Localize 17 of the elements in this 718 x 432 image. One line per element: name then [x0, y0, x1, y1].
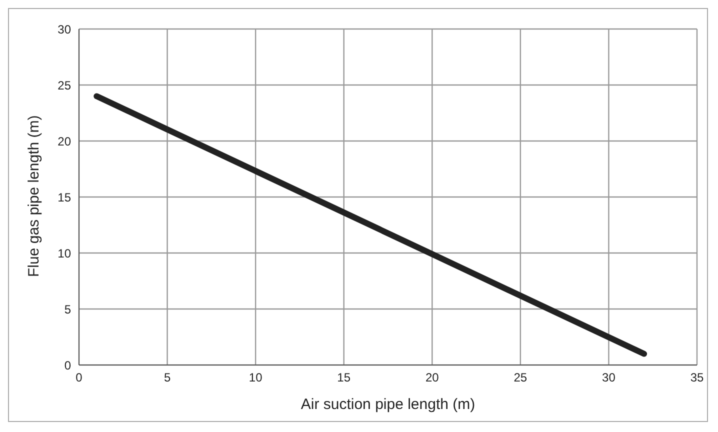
x-tick-label: 10 [248, 370, 263, 385]
y-tick-label: 15 [58, 190, 72, 204]
y-tick-label: 30 [58, 22, 72, 36]
x-tick-label: 30 [602, 370, 616, 385]
x-tick-label: 35 [690, 370, 704, 385]
y-tick-label: 0 [64, 358, 72, 372]
x-axis-title: Air suction pipe length (m) [300, 396, 476, 413]
y-axis-title: Flue gas pipe length (m) [25, 115, 42, 277]
x-tick-label: 0 [76, 370, 83, 385]
x-tick-label: 20 [425, 370, 440, 385]
x-tick-label: 15 [337, 370, 351, 385]
y-tick-label: 25 [58, 78, 72, 92]
x-tick-label: 25 [514, 370, 528, 385]
y-tick-label: 10 [58, 246, 72, 260]
y-tick-label: 20 [58, 134, 72, 148]
x-tick-label: 5 [164, 370, 171, 385]
y-tick-label: 5 [64, 302, 72, 316]
